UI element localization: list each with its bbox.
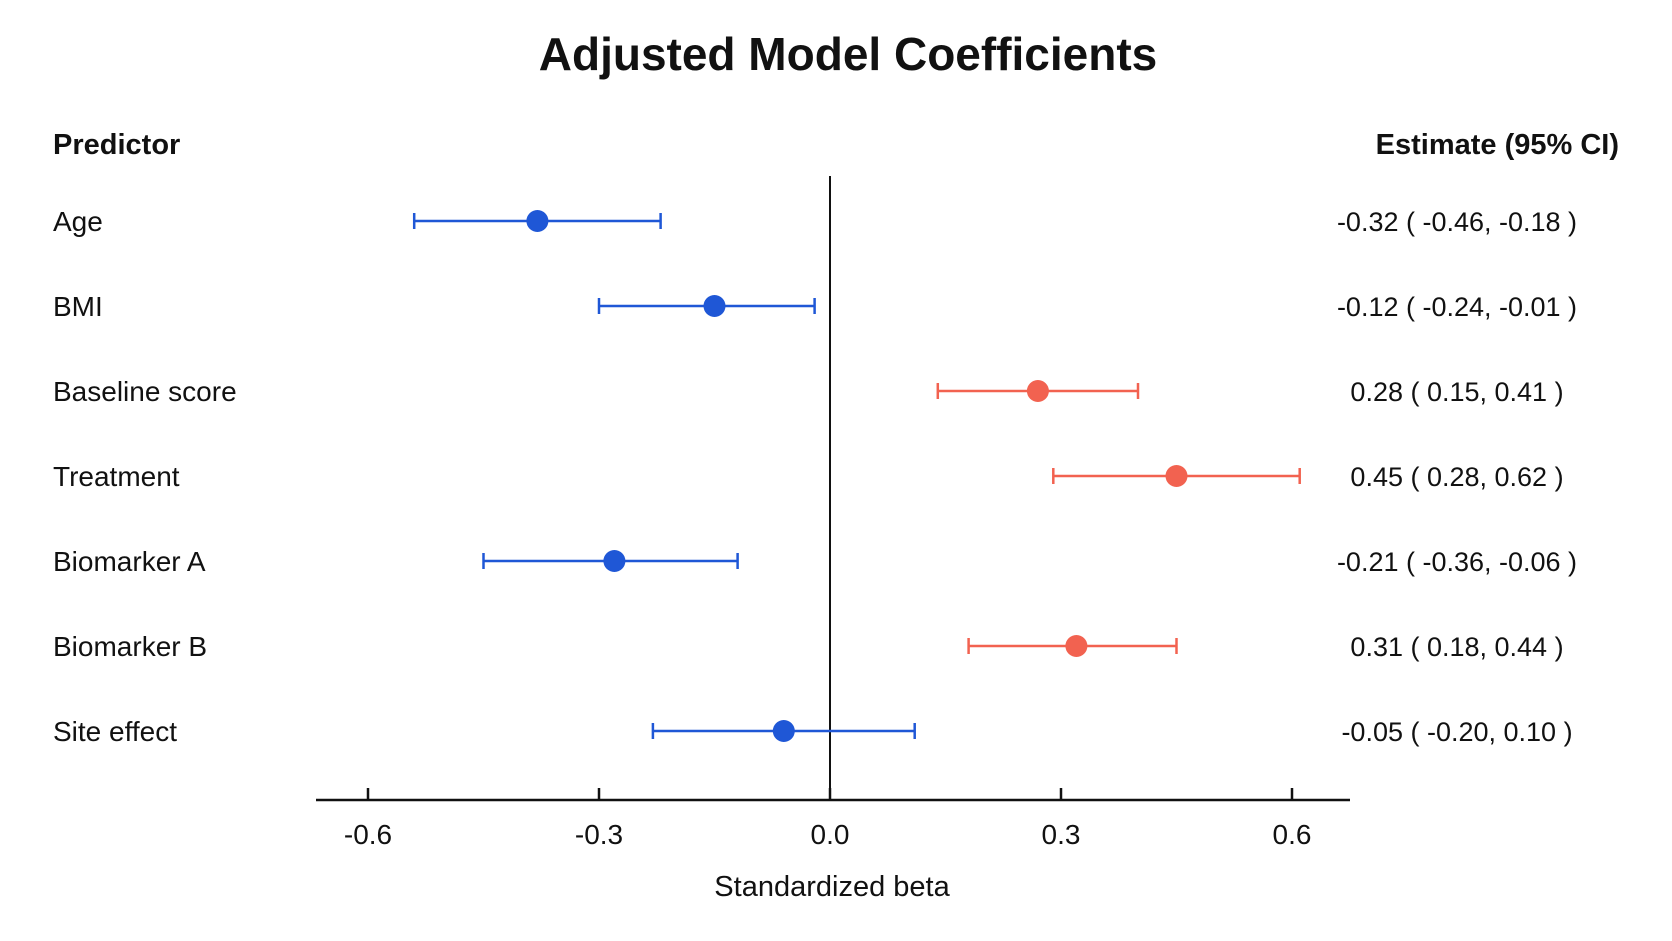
predictor-row: Treatment 0.45 ( 0.28, 0.62 ) <box>53 461 1564 492</box>
predictor-label: Site effect <box>53 716 177 747</box>
predictor-row: Baseline score 0.28 ( 0.15, 0.41 ) <box>53 376 1564 407</box>
predictor-row: Biomarker B 0.31 ( 0.18, 0.44 ) <box>53 631 1564 662</box>
predictor-label: Treatment <box>53 461 180 492</box>
x-axis-ticks: -0.6 -0.3 0.0 0.3 0.6 <box>344 788 1312 850</box>
predictor-label: BMI <box>53 291 103 322</box>
point-estimate-marker <box>1026 380 1049 402</box>
predictor-label: Baseline score <box>53 376 237 407</box>
predictor-row: Age -0.32 ( -0.46, -0.18 ) <box>53 206 1577 237</box>
x-tick-label: -0.3 <box>575 819 623 850</box>
predictor-row: BMI -0.12 ( -0.24, -0.01 ) <box>53 291 1577 322</box>
estimate-column-header: Estimate (95% CI) <box>1376 129 1619 161</box>
estimate-ci-label: -0.32 ( -0.46, -0.18 ) <box>1337 207 1577 237</box>
estimate-ci-label: 0.45 ( 0.28, 0.62 ) <box>1350 462 1563 492</box>
predictor-label: Biomarker B <box>53 631 207 662</box>
x-tick-label: 0.6 <box>1273 819 1312 850</box>
predictor-column-header: Predictor <box>53 129 180 161</box>
x-tick-label: 0.0 <box>811 819 850 850</box>
predictor-rows: Age -0.32 ( -0.46, -0.18 ) BMI -0.12 ( -0.2… <box>53 206 1577 747</box>
x-tick-label: 0.3 <box>1042 819 1081 850</box>
chart-title: Adjusted Model Coefficients <box>539 28 1157 80</box>
estimate-ci-label: 0.31 ( 0.18, 0.44 ) <box>1350 632 1563 662</box>
x-tick-label: -0.6 <box>344 819 392 850</box>
point-estimate-marker <box>772 720 795 742</box>
point-estimate-marker <box>1065 635 1088 657</box>
estimate-ci-label: -0.05 ( -0.20, 0.10 ) <box>1341 717 1572 747</box>
point-estimate-marker <box>603 550 626 572</box>
predictor-row: Biomarker A -0.21 ( -0.36, -0.06 ) <box>53 546 1577 577</box>
predictor-label: Biomarker A <box>53 546 206 577</box>
predictor-row: Site effect -0.05 ( -0.20, 0.10 ) <box>53 716 1573 747</box>
estimate-ci-label: 0.28 ( 0.15, 0.41 ) <box>1350 377 1563 407</box>
estimate-ci-label: -0.12 ( -0.24, -0.01 ) <box>1337 292 1577 322</box>
point-estimate-marker <box>703 295 726 317</box>
point-estimate-marker <box>1165 465 1188 487</box>
estimate-ci-label: -0.21 ( -0.36, -0.06 ) <box>1337 547 1577 577</box>
point-estimate-marker <box>526 210 549 232</box>
x-axis-label: Standardized beta <box>714 871 950 903</box>
predictor-label: Age <box>53 206 103 237</box>
